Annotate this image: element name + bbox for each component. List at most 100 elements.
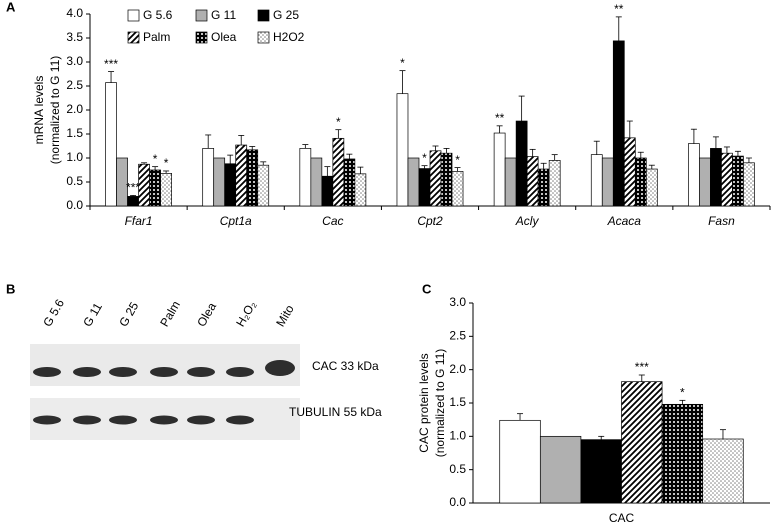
error-bar: [163, 170, 170, 174]
legend-swatch: [127, 31, 140, 44]
blot-band: [33, 367, 61, 377]
bar: [224, 163, 237, 207]
bar: [732, 155, 744, 207]
y-axis-label: (normalized to G 11): [48, 56, 62, 165]
panel-label: B: [6, 281, 15, 296]
x-tick-label: Cac: [322, 214, 343, 228]
legend-label: Olea: [211, 30, 237, 44]
error-bar: [335, 129, 342, 139]
error-bar: [205, 134, 212, 149]
bar: [699, 157, 711, 207]
legend-swatch: [257, 31, 270, 44]
bar: [515, 120, 528, 207]
bar: [493, 132, 506, 207]
bar: [407, 157, 420, 207]
y-tick-label: 1.5: [449, 395, 466, 409]
error-bar: [598, 435, 605, 440]
error-bar: [540, 162, 547, 170]
bar: [743, 162, 755, 207]
error-bar: [615, 16, 622, 41]
blot-band: [265, 360, 295, 376]
legend-swatch: [195, 31, 208, 44]
bar: [440, 152, 453, 207]
y-tick-label: 1.0: [449, 429, 466, 443]
bar: [343, 158, 356, 207]
y-axis-label: CAC protein levels: [417, 353, 431, 452]
legend-swatch: [257, 9, 270, 22]
error-bar: [238, 135, 245, 146]
lane-label: G 25: [116, 299, 141, 329]
bar: [526, 156, 539, 207]
bar: [321, 175, 334, 207]
legend-label: H2O2: [273, 30, 305, 44]
x-tick-label: Cpt1a: [220, 214, 252, 228]
significance-label: *: [422, 151, 427, 165]
error-bar: [723, 146, 730, 154]
blot-band: [187, 367, 215, 377]
legend-swatch: [127, 9, 140, 22]
error-bar: [454, 167, 461, 172]
bar: [580, 439, 622, 504]
y-tick-label: 3.0: [449, 295, 466, 309]
error-bar: [357, 166, 364, 174]
error-bar: [637, 151, 644, 158]
y-tick-label: 0.5: [449, 462, 466, 476]
bar: [105, 82, 117, 207]
error-bar: [130, 195, 137, 197]
error-bar: [719, 429, 726, 439]
y-tick-label: 2.5: [449, 329, 466, 343]
y-tick-label: 3.5: [66, 30, 83, 44]
bar: [429, 150, 442, 207]
legend-label: G 5.6: [143, 8, 173, 22]
bar: [202, 148, 215, 207]
bar: [688, 143, 700, 207]
bar: [354, 173, 367, 207]
x-tick-label: Ffar1: [125, 214, 153, 228]
significance-label: ***: [635, 360, 649, 374]
blot-band: [33, 415, 61, 425]
error-bar: [249, 146, 256, 150]
lane-label: G 5.6: [40, 296, 67, 329]
significance-label: *: [153, 152, 158, 166]
lane-label: Mito: [273, 302, 297, 329]
y-tick-label: 2.0: [66, 102, 83, 116]
error-bar: [626, 120, 633, 138]
y-tick-label: 2.5: [66, 78, 83, 92]
bar: [612, 40, 625, 207]
lane-label: G 11: [80, 300, 105, 329]
error-bar: [638, 374, 645, 382]
blot-band: [109, 415, 137, 425]
bar: [116, 157, 128, 207]
bar: [246, 149, 259, 207]
error-bar: [443, 147, 450, 154]
bar: [235, 144, 248, 207]
error-bar: [421, 165, 428, 169]
bar: [213, 157, 226, 207]
x-tick-label: Acly: [515, 214, 540, 228]
y-axis-label: (normalized to G 11): [433, 349, 447, 458]
error-bar: [346, 153, 353, 159]
significance-label: **: [495, 111, 505, 125]
bar: [634, 157, 647, 207]
band-label: TUBULIN 55 kDa: [289, 405, 382, 419]
error-bar: [108, 71, 115, 83]
error-bar: [324, 166, 331, 177]
bar: [661, 403, 704, 504]
legend-label: G 25: [273, 8, 299, 22]
significance-label: *: [400, 56, 405, 70]
lane-label: H₂O₂: [233, 298, 259, 329]
y-tick-label: 1.0: [66, 150, 83, 164]
bar: [418, 168, 431, 207]
error-bar: [517, 413, 524, 421]
y-tick-label: 4.0: [66, 6, 83, 20]
error-bar: [302, 144, 309, 149]
bar: [623, 137, 636, 207]
bar: [310, 157, 323, 207]
legend-swatch: [195, 9, 208, 22]
blot-band: [226, 415, 254, 425]
error-bar: [551, 154, 558, 161]
error-bar: [529, 148, 536, 157]
significance-label: *: [164, 156, 169, 170]
blot-band: [226, 367, 254, 377]
